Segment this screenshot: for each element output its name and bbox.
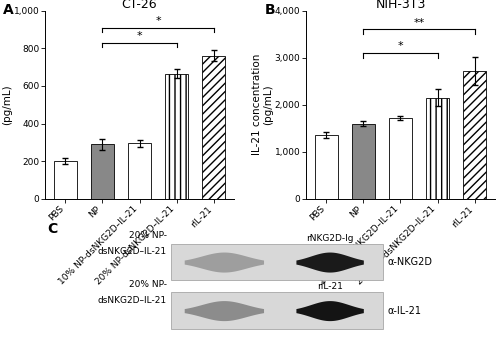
Title: CT-26: CT-26	[122, 0, 158, 11]
Bar	[389, 118, 412, 199]
Y-axis label: IL-21 concentration
(pg/mL): IL-21 concentration (pg/mL)	[252, 54, 273, 155]
Bar	[352, 124, 375, 199]
Text: C: C	[47, 222, 58, 236]
Y-axis label: IL-21 concentration
(pg/mL): IL-21 concentration (pg/mL)	[0, 54, 12, 155]
Bar	[463, 71, 486, 199]
Bar	[315, 135, 338, 199]
Bar	[171, 292, 382, 329]
Bar	[202, 56, 225, 199]
Text: α-IL-21: α-IL-21	[387, 306, 421, 316]
Title: NIH-3T3: NIH-3T3	[376, 0, 426, 11]
Bar	[128, 143, 151, 199]
Text: dsNKG2D–IL-21: dsNKG2D–IL-21	[98, 247, 166, 257]
Text: **: **	[414, 18, 424, 28]
Text: 20% NP-: 20% NP-	[128, 231, 166, 240]
Text: *: *	[156, 16, 161, 26]
Bar	[165, 74, 188, 199]
Text: B: B	[264, 3, 275, 17]
Text: 20% NP-: 20% NP-	[128, 280, 166, 289]
Bar	[91, 144, 114, 199]
Text: rIL-21: rIL-21	[316, 282, 342, 291]
Text: rNKG2D-Ig: rNKG2D-Ig	[306, 234, 354, 242]
Text: α-NKG2D: α-NKG2D	[387, 257, 432, 267]
Text: *: *	[136, 31, 142, 41]
Bar	[54, 161, 77, 199]
Bar	[171, 244, 382, 280]
Text: *: *	[398, 41, 404, 51]
Text: dsNKG2D–IL-21: dsNKG2D–IL-21	[98, 296, 166, 305]
Bar	[426, 98, 449, 199]
Text: A: A	[4, 3, 14, 17]
